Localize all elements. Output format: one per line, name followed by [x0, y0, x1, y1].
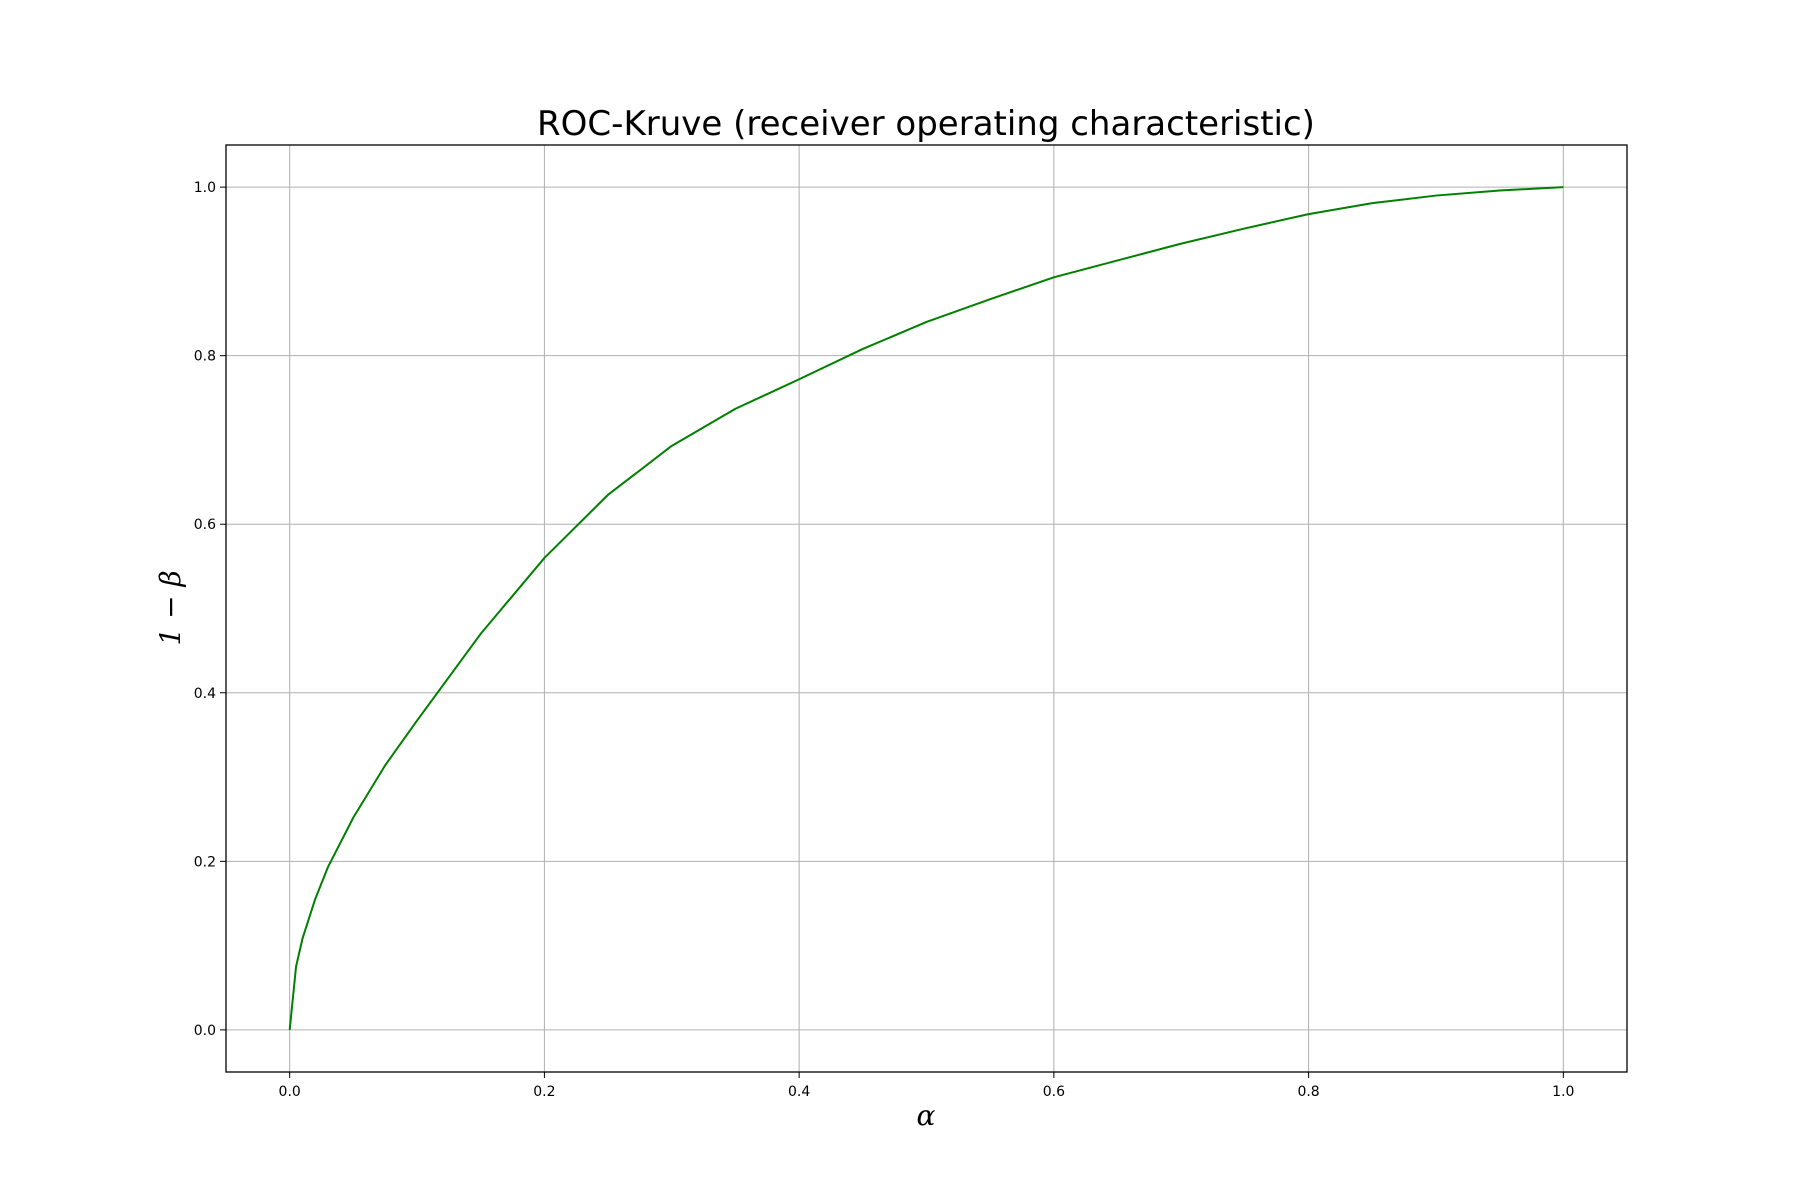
- grid-lines: [226, 145, 1627, 1072]
- x-tick-label: 0.0: [279, 1084, 301, 1100]
- y-tick-label: 0.2: [194, 854, 216, 870]
- y-tick-label: 0.4: [194, 686, 216, 702]
- y-tick-label: 0.8: [194, 349, 216, 365]
- x-tick-label: 0.8: [1297, 1084, 1319, 1100]
- series-line-0: [288, 186, 1564, 1030]
- y-tick-label: 1.0: [194, 180, 216, 196]
- x-tick-label: 0.2: [533, 1084, 555, 1100]
- y-tick-label: 0.0: [194, 1023, 216, 1039]
- y-axis-ticks: 0.0 0.2 0.4 0.6 0.8 1.0: [194, 180, 226, 1039]
- x-axis-ticks: 0.0 0.2 0.4 0.6 0.8 1.0: [279, 1072, 1574, 1100]
- x-axis-label: α: [917, 1099, 936, 1132]
- x-tick-label: 0.4: [788, 1084, 810, 1100]
- x-tick-label: 0.6: [1043, 1084, 1065, 1100]
- plot-frame: [225, 144, 1628, 1073]
- x-tick-label: 1.0: [1552, 1084, 1574, 1100]
- y-axis-label: 1 − β: [154, 570, 187, 645]
- y-tick-label: 0.6: [194, 517, 216, 533]
- series-group: [288, 186, 1564, 1030]
- chart-title: ROC-Kruve (receiver operating characteri…: [537, 104, 1315, 144]
